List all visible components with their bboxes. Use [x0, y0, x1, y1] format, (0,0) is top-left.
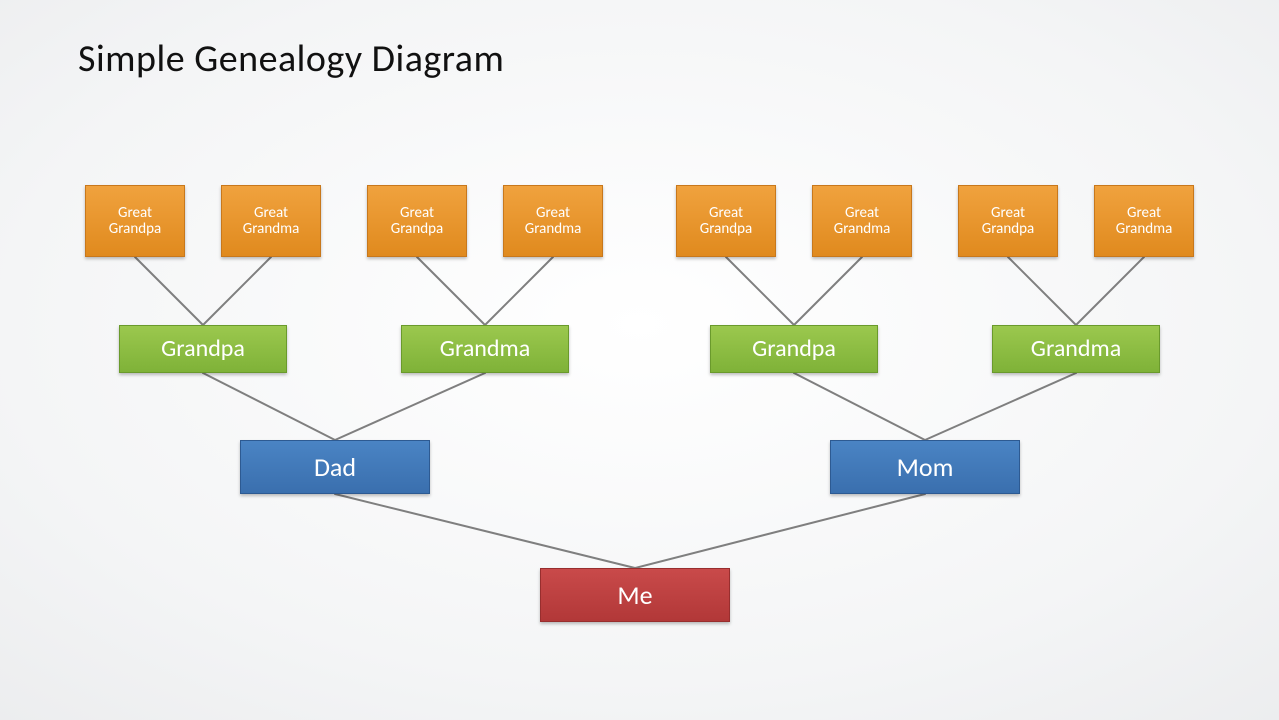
tree-node-gp2: Grandma	[401, 325, 569, 373]
tree-node-gg7: Great Grandpa	[958, 185, 1058, 257]
tree-node-gp4: Grandma	[992, 325, 1160, 373]
tree-node-gg1: Great Grandpa	[85, 185, 185, 257]
tree-node-gg3: Great Grandpa	[367, 185, 467, 257]
tree-node-mom: Mom	[830, 440, 1020, 494]
tree-node-gg6: Great Grandma	[812, 185, 912, 257]
tree-node-gg4: Great Grandma	[503, 185, 603, 257]
tree-node-me: Me	[540, 568, 730, 622]
tree-node-gp3: Grandpa	[710, 325, 878, 373]
tree-node-gg5: Great Grandpa	[676, 185, 776, 257]
tree-node-gg8: Great Grandma	[1094, 185, 1194, 257]
tree-node-gg2: Great Grandma	[221, 185, 321, 257]
tree-node-dad: Dad	[240, 440, 430, 494]
tree-node-gp1: Grandpa	[119, 325, 287, 373]
